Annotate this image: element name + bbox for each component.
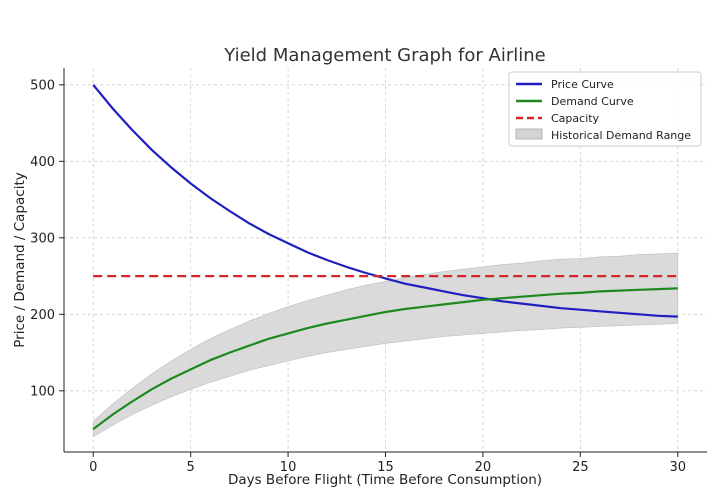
band-layer: [92, 252, 679, 438]
x-axis-label: Days Before Flight (Time Before Consumpt…: [228, 472, 542, 488]
x-tick-label-15: 15: [377, 460, 394, 475]
series-demand-curve: [92, 287, 678, 430]
legend-label-capacity: Capacity: [551, 112, 600, 125]
legend-label-historical-demand-range: Historical Demand Range: [551, 129, 691, 142]
y-tick-label-300: 300: [30, 231, 55, 246]
legend: Price Curve Demand Curve Capacity Histor…: [508, 71, 702, 147]
legend-swatch-historical-demand-range: [515, 128, 543, 140]
band-historical-demand-range: [92, 252, 679, 438]
x-ticks: 0 5 10 15 20 25 30: [89, 452, 686, 475]
y-tick-label-100: 100: [30, 384, 55, 399]
legend-frame: [508, 71, 702, 147]
y-ticks: 100 200 300 400 500: [30, 78, 64, 399]
x-tick-label-25: 25: [572, 460, 589, 475]
series-layer: [92, 84, 678, 430]
x-tick-label-10: 10: [280, 460, 297, 475]
y-tick-label-400: 400: [30, 155, 55, 170]
series-price-curve: [92, 84, 678, 318]
x-tick-label-20: 20: [475, 460, 492, 475]
legend-label-price-curve: Price Curve: [551, 78, 614, 91]
x-tick-label-30: 30: [669, 460, 686, 475]
y-tick-label-500: 500: [30, 78, 55, 93]
legend-label-demand-curve: Demand Curve: [551, 95, 634, 108]
chart-title: Yield Management Graph for Airline: [223, 45, 545, 66]
y-tick-label-200: 200: [30, 308, 55, 323]
y-axis-label: Price / Demand / Capacity: [12, 172, 28, 347]
x-tick-label-5: 5: [187, 460, 195, 475]
x-tick-label-0: 0: [89, 460, 97, 475]
